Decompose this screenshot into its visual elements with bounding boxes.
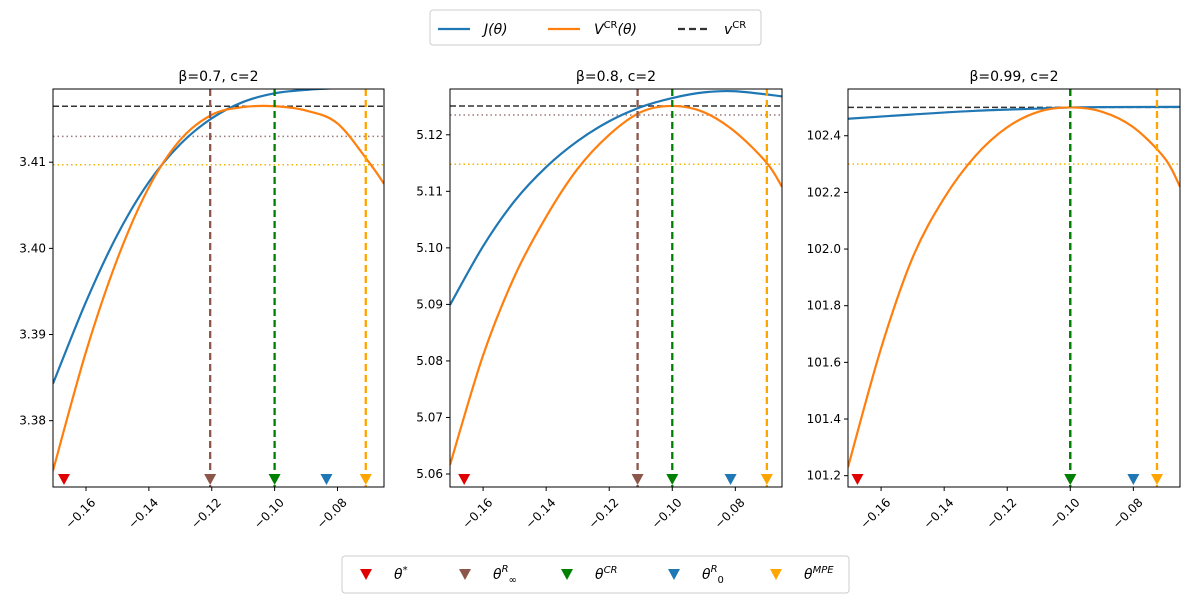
- xtick-label: −0.16: [62, 495, 98, 531]
- subplot-title: β=0.99, c=2: [969, 69, 1058, 85]
- legend-bottom-marker-theta_0: [668, 569, 680, 580]
- subplot-3: 101.2 101.4 101.6 101.8 102.0 102.2 102.4 −0.16…: [807, 69, 1181, 531]
- legend-top-frame: [429, 9, 762, 46]
- legend-top-label-J: J(θ): [481, 22, 508, 38]
- series-J: [450, 89, 782, 306]
- axes-frame: [847, 88, 1181, 488]
- ytick-label: 5.09: [416, 297, 443, 311]
- xtick-label: −0.12: [188, 495, 224, 531]
- marker-5: [1150, 474, 1163, 485]
- ytick-label: 5.10: [416, 241, 443, 255]
- ytick-label: 102.2: [807, 185, 841, 199]
- marker-4: [724, 474, 737, 485]
- ytick-label: 101.2: [807, 469, 841, 483]
- legend-bottom-marker-theta_cr: [561, 569, 573, 580]
- ytick-label: 5.12: [416, 128, 443, 142]
- ytick-label: 5.06: [416, 467, 443, 481]
- xtick-label: −0.10: [649, 495, 685, 531]
- ytick-label: 3.40: [19, 241, 46, 255]
- series-V: [53, 104, 384, 471]
- legend-bottom-label-theta_mpe: θMPE: [804, 565, 834, 583]
- legend-bottom-label-theta_inf: θR∞: [493, 564, 517, 586]
- legend-bottom-label-theta_cr: θCR: [595, 565, 618, 583]
- ytick-label: 101.6: [807, 355, 841, 369]
- subplots: 3.38 3.39 3.40 3.41 −0.16 −0.14 −0.12 −0.10 −0.0…: [19, 69, 1181, 531]
- ytick-label: 101.4: [807, 412, 841, 426]
- ytick-label: 3.38: [19, 414, 46, 428]
- marker-5: [760, 474, 773, 485]
- marker-1: [58, 474, 71, 485]
- marker-3: [1064, 474, 1077, 485]
- axes-frame: [449, 88, 783, 488]
- xtick-label: −0.10: [1047, 495, 1083, 531]
- xtick-label: −0.16: [858, 495, 894, 531]
- subplot-1: 3.38 3.39 3.40 3.41 −0.16 −0.14 −0.12 −0.10 −0.0…: [19, 69, 385, 531]
- axes-frame: [52, 88, 385, 488]
- marker-2: [204, 474, 217, 485]
- legend-top-label-v: vCR: [724, 20, 746, 38]
- xtick-label: −0.14: [523, 495, 559, 531]
- series-J: [53, 89, 347, 385]
- series-V: [450, 104, 782, 466]
- marker-3: [268, 474, 281, 485]
- marker-2: [631, 474, 644, 485]
- marker-1: [851, 474, 864, 485]
- marker-5: [359, 474, 372, 485]
- xtick-label: −0.12: [984, 495, 1020, 531]
- ytick-label: 101.8: [807, 299, 841, 313]
- marker-4: [320, 474, 333, 485]
- legend-bottom: θ* θR∞ θCR θR0 θMPE: [341, 555, 850, 594]
- legend-bottom-marker-theta_inf: [459, 569, 471, 580]
- series-J: [848, 105, 1180, 120]
- ytick-label: 5.08: [416, 354, 443, 368]
- legend-top-label-V: VCR(θ): [594, 20, 637, 38]
- ytick-label: 5.07: [416, 410, 443, 424]
- xtick-label: −0.08: [712, 495, 748, 531]
- legend-bottom-marker-theta_mpe: [770, 569, 782, 580]
- xtick-label: −0.08: [1110, 495, 1146, 531]
- xtick-label: −0.10: [251, 495, 287, 531]
- ytick-label: 102.0: [807, 242, 841, 256]
- subplot-title: β=0.8, c=2: [576, 69, 656, 85]
- ytick-label: 102.4: [807, 129, 841, 143]
- xtick-label: −0.08: [314, 495, 350, 531]
- xtick-label: −0.14: [921, 495, 957, 531]
- subplot-2: 5.06 5.07 5.08 5.09 5.10 5.11 5.12 −0.16 −0.14 −0…: [416, 69, 783, 531]
- legend-bottom-label-theta_0: θR0: [702, 564, 724, 586]
- legend-top: J(θ) VCR(θ) vCR: [429, 9, 762, 46]
- series-V: [848, 106, 1180, 468]
- marker-4: [1127, 474, 1140, 485]
- xtick-label: −0.14: [125, 495, 161, 531]
- legend-bottom-marker-theta_star: [360, 569, 372, 580]
- legend-bottom-frame: [341, 555, 850, 594]
- ytick-label: 3.39: [19, 328, 46, 342]
- marker-1: [458, 474, 471, 485]
- legend-bottom-label-theta_star: θ*: [394, 565, 408, 583]
- ytick-label: 5.11: [416, 184, 443, 198]
- xtick-label: −0.12: [586, 495, 622, 531]
- xtick-label: −0.16: [460, 495, 496, 531]
- marker-3: [666, 474, 679, 485]
- subplot-title: β=0.7, c=2: [178, 69, 258, 85]
- ytick-label: 3.41: [19, 155, 46, 169]
